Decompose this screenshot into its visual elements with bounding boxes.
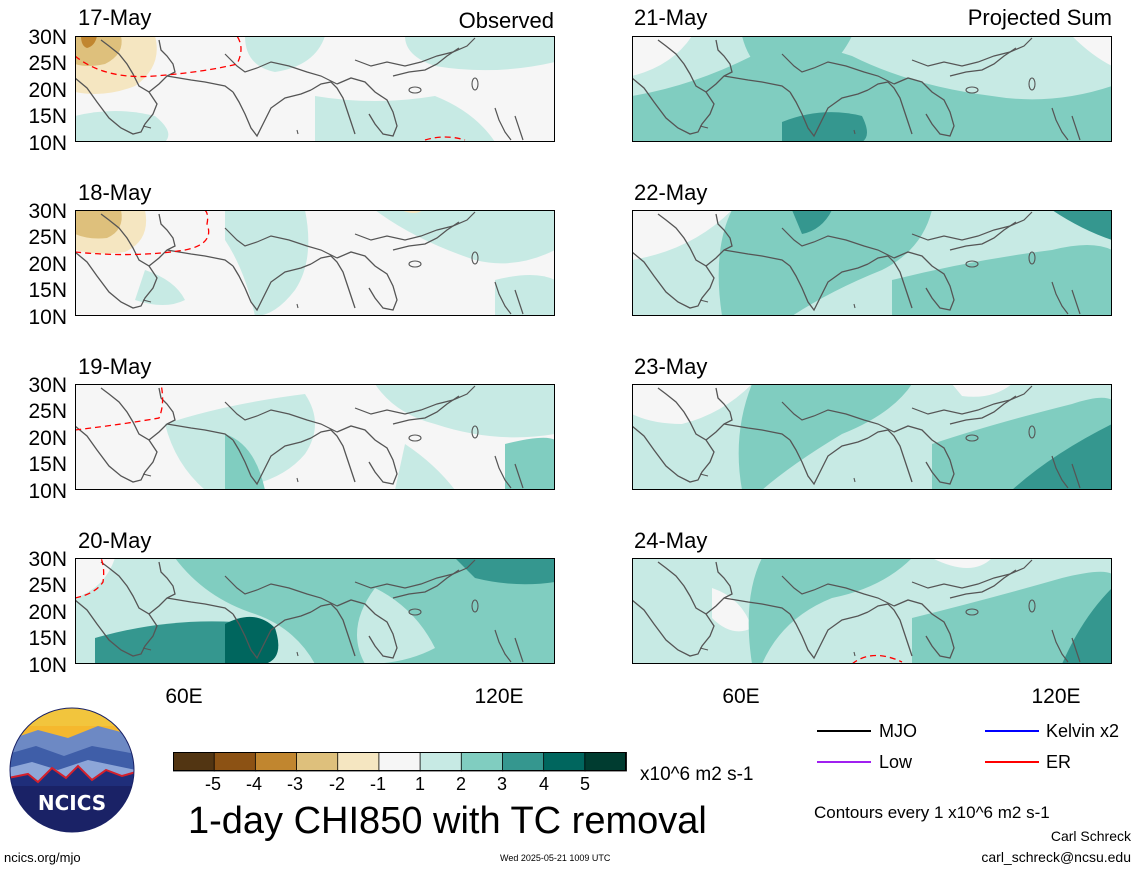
lat-label: 25N (28, 574, 67, 597)
lat-label: 15N (28, 279, 67, 302)
contour-note: Contours every 1 x10^6 m2 s-1 (814, 803, 1050, 822)
ncics-logo: NCICS (9, 707, 135, 833)
colorbar-swatch (543, 752, 586, 772)
colorbar-swatch (584, 752, 627, 772)
observed-label: Observed (458, 8, 554, 33)
lon-label-left-60e: 60E (165, 685, 203, 708)
lat-label: 10N (28, 654, 67, 677)
colorbar-tick: -4 (245, 774, 262, 794)
legend-label-er: ER (1046, 752, 1072, 772)
colorbar-tick: 3 (496, 774, 507, 794)
lat-label: 10N (28, 132, 67, 155)
map-projected-22-may (632, 210, 1112, 316)
lat-label: 15N (28, 627, 67, 650)
colorbar-tick: 4 (538, 774, 549, 794)
colorbar-swatch (213, 752, 257, 772)
lon-label-right-120e: 120E (1031, 685, 1081, 708)
panel-date-left-4: 20-May (78, 528, 152, 553)
lon-label-right-60e: 60E (722, 685, 760, 708)
lat-label: 20N (28, 427, 67, 450)
panel-date-right-4: 24-May (634, 528, 708, 553)
colorbar-swatch (337, 752, 380, 772)
colorbar (173, 752, 627, 772)
lat-label: 10N (28, 480, 67, 503)
colorbar-swatch (378, 752, 421, 772)
colorbar-tick: -3 (286, 774, 303, 794)
colorbar-tick: -5 (204, 774, 221, 794)
lat-label: 15N (28, 453, 67, 476)
figure-title: 1-day CHI850 with TC removal (188, 800, 707, 842)
colorbar-swatch (296, 752, 339, 772)
lat-label: 30N (28, 548, 67, 571)
panel-date-left-3: 19-May (78, 354, 152, 379)
lat-label: 20N (28, 253, 67, 276)
logo-text: NCICS (38, 791, 106, 815)
lat-label: 25N (28, 400, 67, 423)
legend-label-kelvin: Kelvin x2 (1046, 721, 1120, 741)
panel-date-right-3: 23-May (634, 354, 708, 379)
panel-date-right-2: 22-May (634, 180, 708, 205)
colorbar-units: x10^6 m2 s-1 (640, 764, 754, 785)
lat-label: 10N (28, 306, 67, 329)
colorbar-tick: -1 (369, 774, 386, 794)
timestamp: Wed 2025-05-21 1009 UTC (500, 853, 611, 863)
colorbar-swatch (502, 752, 545, 772)
lat-label: 25N (28, 226, 67, 249)
projected-sum-label: Projected Sum (967, 5, 1112, 30)
colorbar-swatch (254, 752, 298, 772)
lat-label: 25N (28, 52, 67, 75)
legend-label-low: Low (879, 752, 913, 772)
map-projected-23-may (632, 384, 1112, 490)
map-observed-17-may (75, 36, 555, 142)
map-projected-21-may (632, 36, 1112, 142)
legend-label-mjo: MJO (879, 721, 917, 741)
colorbar-swatch (460, 752, 504, 772)
lat-label: 30N (28, 374, 67, 397)
colorbar-swatch (419, 752, 463, 772)
author-name: Carl Schreck (1050, 828, 1131, 844)
legend-lines (817, 730, 1039, 763)
map-observed-20-may (75, 558, 555, 664)
site-url: ncics.org/mjo (4, 850, 81, 865)
lon-label-left-120e: 120E (474, 685, 524, 708)
lat-label: 20N (28, 79, 67, 102)
lat-label: 20N (28, 601, 67, 624)
map-observed-19-may (75, 384, 555, 490)
colorbar-tick: 5 (579, 774, 590, 794)
lat-label: 30N (28, 26, 67, 49)
lat-label: 30N (28, 200, 67, 223)
map-projected-24-may (632, 558, 1112, 664)
colorbar-swatch (173, 752, 216, 772)
panel-date-left-1: 17-May (78, 5, 152, 30)
lat-label: 15N (28, 105, 67, 128)
colorbar-tick: -2 (328, 774, 345, 794)
author-email: carl_schreck@ncsu.edu (981, 849, 1131, 865)
panel-date-left-2: 18-May (78, 180, 152, 205)
colorbar-tick: 1 (414, 774, 425, 794)
panel-date-right-1: 21-May (634, 5, 708, 30)
colorbar-tick: 2 (455, 774, 466, 794)
map-observed-18-may (75, 210, 555, 316)
